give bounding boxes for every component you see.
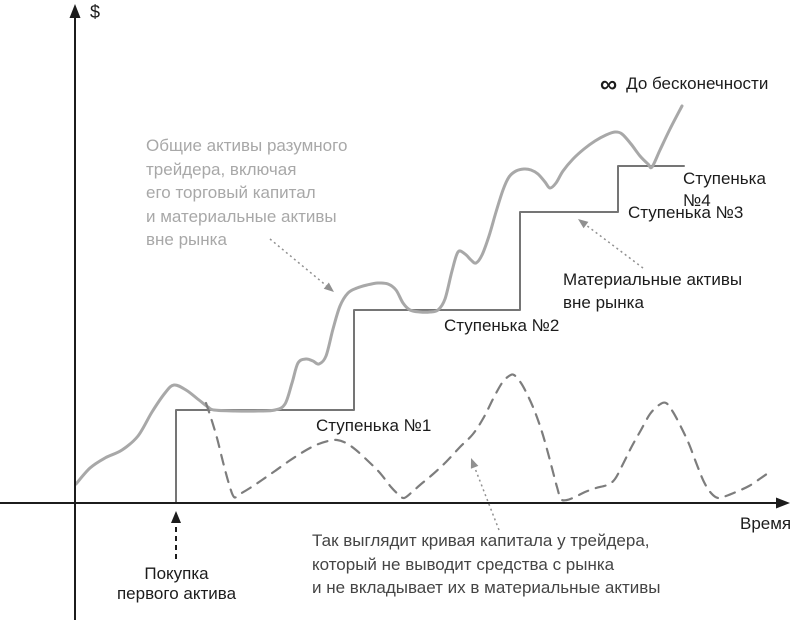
equity-curve-note: Так выглядит кривая капитала у трейдера,…: [312, 531, 661, 597]
infinity-icon: ∞: [600, 71, 618, 98]
material-assets-pointer-head-icon: [578, 219, 589, 229]
market-equity-curve: [204, 373, 773, 502]
equity-curve-pointer: [473, 467, 500, 531]
first-purchase-pointer-head-icon: [171, 511, 181, 523]
infinity-label: До бесконечности: [626, 74, 769, 93]
total-assets-pointer-head-icon: [323, 282, 334, 292]
step1-label: Ступенька №1: [316, 416, 432, 435]
total-assets-pointer: [269, 238, 327, 287]
total-assets-curve: [74, 104, 684, 486]
x-axis-label: Время: [740, 514, 790, 533]
first-purchase-note: Покупка первого актива: [116, 564, 237, 603]
step3-label: Ступенька №3: [628, 203, 744, 222]
material-assets-note: Материальные активы вне рынка: [563, 270, 743, 312]
infinity-annotation: ∞ До бесконечности: [600, 69, 768, 100]
total-assets-note: Общие активы разумного трейдера, включая…: [146, 136, 348, 249]
y-axis-label: $: [90, 2, 101, 22]
step2-label: Ступенька №2: [444, 316, 560, 335]
equity-curve-pointer-head-icon: [470, 458, 479, 469]
x-axis-arrow-icon: [776, 497, 790, 509]
y-axis-arrow-icon: [69, 4, 81, 18]
step4-label: Ступенька №4: [683, 169, 766, 211]
material-assets-pointer: [585, 224, 644, 269]
